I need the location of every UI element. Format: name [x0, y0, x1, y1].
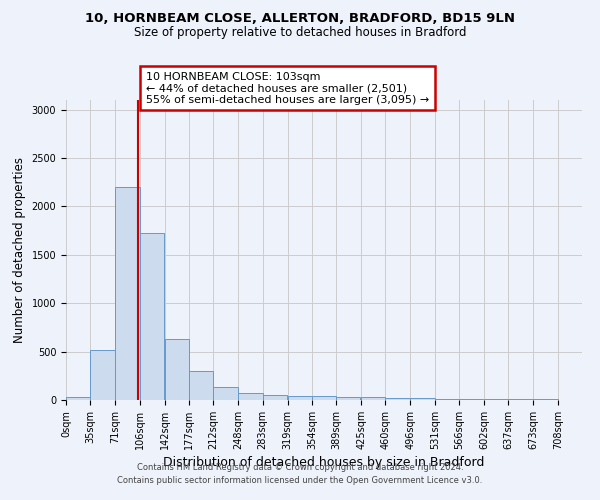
- Bar: [459, 398, 484, 400]
- Bar: [115, 187, 140, 400]
- Bar: [410, 398, 435, 400]
- Bar: [385, 398, 410, 400]
- Bar: [287, 396, 312, 400]
- Bar: [508, 399, 533, 400]
- X-axis label: Distribution of detached houses by size in Bradford: Distribution of detached houses by size …: [163, 456, 485, 469]
- Bar: [336, 397, 361, 400]
- Text: 10, HORNBEAM CLOSE, ALLERTON, BRADFORD, BD15 9LN: 10, HORNBEAM CLOSE, ALLERTON, BRADFORD, …: [85, 12, 515, 26]
- Bar: [533, 399, 557, 400]
- Text: 10 HORNBEAM CLOSE: 103sqm
← 44% of detached houses are smaller (2,501)
55% of se: 10 HORNBEAM CLOSE: 103sqm ← 44% of detac…: [146, 72, 429, 105]
- Bar: [238, 392, 263, 400]
- Text: Contains HM Land Registry data © Crown copyright and database right 2024.: Contains HM Land Registry data © Crown c…: [137, 464, 463, 472]
- Bar: [91, 350, 115, 400]
- Bar: [213, 388, 238, 400]
- Text: Contains public sector information licensed under the Open Government Licence v3: Contains public sector information licen…: [118, 476, 482, 485]
- Bar: [263, 395, 287, 400]
- Bar: [484, 398, 508, 400]
- Bar: [312, 396, 336, 400]
- Bar: [189, 372, 213, 400]
- Bar: [435, 398, 459, 400]
- Y-axis label: Number of detached properties: Number of detached properties: [13, 157, 26, 343]
- Bar: [140, 232, 164, 400]
- Bar: [66, 396, 91, 400]
- Bar: [164, 338, 189, 400]
- Text: Size of property relative to detached houses in Bradford: Size of property relative to detached ho…: [134, 26, 466, 39]
- Bar: [361, 397, 385, 400]
